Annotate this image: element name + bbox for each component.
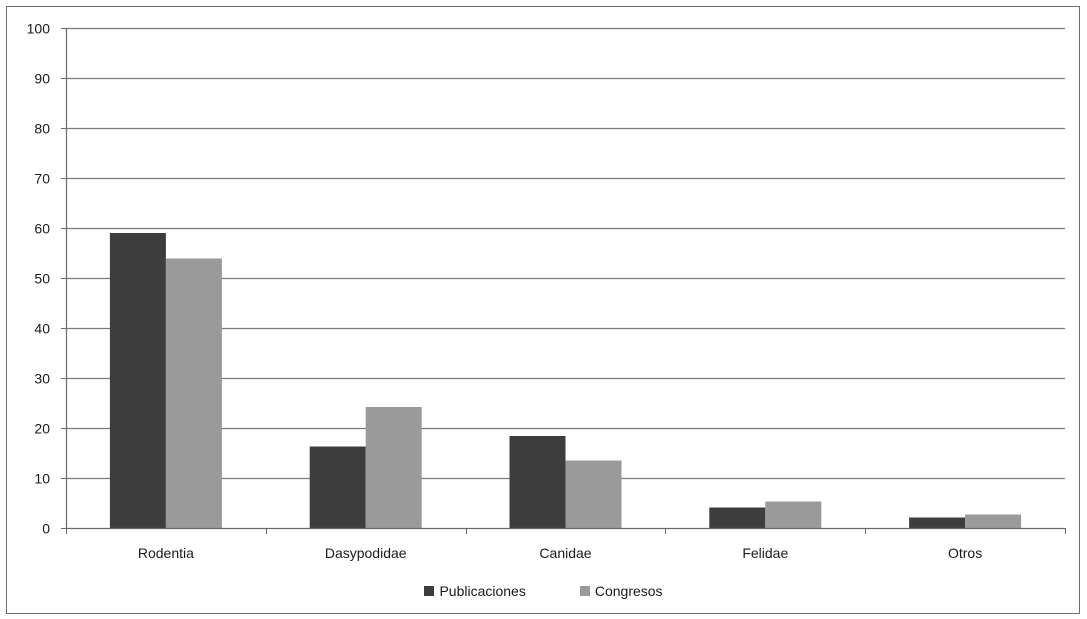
bars bbox=[109, 233, 1022, 528]
legend-label-congresos: Congresos bbox=[594, 583, 663, 599]
x-tick-label-otros: Otros bbox=[948, 545, 982, 561]
y-axis-tick-labels: 0 10 20 30 40 50 60 70 80 90 100 bbox=[27, 21, 51, 537]
bar-congresos-felidae bbox=[765, 501, 822, 528]
y-tick-label-40: 40 bbox=[34, 321, 50, 337]
y-tick-label-30: 30 bbox=[34, 371, 50, 387]
bar-publicaciones-canidae bbox=[509, 436, 566, 528]
bar-congresos-dasypodidae bbox=[365, 407, 422, 528]
bar-congresos-rodentia bbox=[165, 258, 222, 528]
legend-item-congresos: Congresos bbox=[540, 583, 663, 599]
y-tick-label-70: 70 bbox=[34, 171, 50, 187]
x-axis-tick-labels: Rodentia Dasypodidae Canidae Felidae Otros bbox=[138, 545, 982, 561]
y-tick-label-50: 50 bbox=[34, 271, 50, 287]
legend-label-publicaciones: Publicaciones bbox=[439, 583, 526, 599]
bar-publicaciones-otros bbox=[909, 517, 966, 528]
y-tick-label-80: 80 bbox=[34, 121, 50, 137]
x-tick-label-dasypodidae: Dasypodidae bbox=[325, 545, 407, 561]
x-tick-label-canidae: Canidae bbox=[539, 545, 591, 561]
axes bbox=[65, 28, 1066, 534]
bar-congresos-otros bbox=[965, 514, 1022, 528]
y-tick-label-100: 100 bbox=[27, 21, 51, 37]
legend: Publicaciones Congresos bbox=[0, 583, 1087, 599]
y-tick-label-20: 20 bbox=[34, 421, 50, 437]
legend-item-publicaciones: Publicaciones bbox=[424, 583, 526, 599]
y-tick-label-10: 10 bbox=[34, 471, 50, 487]
bar-publicaciones-felidae bbox=[709, 507, 766, 528]
bar-congresos-canidae bbox=[565, 460, 622, 528]
x-tick-label-felidae: Felidae bbox=[742, 545, 788, 561]
y-tick-label-60: 60 bbox=[34, 221, 50, 237]
x-tick-label-rodentia: Rodentia bbox=[138, 545, 194, 561]
gridlines bbox=[61, 27, 1065, 529]
bar-publicaciones-dasypodidae bbox=[309, 446, 366, 528]
legend-swatch-publicaciones bbox=[424, 586, 435, 596]
bar-publicaciones-rodentia bbox=[109, 233, 166, 528]
y-tick-label-90: 90 bbox=[34, 71, 50, 87]
legend-swatch-congresos bbox=[579, 586, 590, 596]
y-tick-label-0: 0 bbox=[42, 521, 50, 537]
